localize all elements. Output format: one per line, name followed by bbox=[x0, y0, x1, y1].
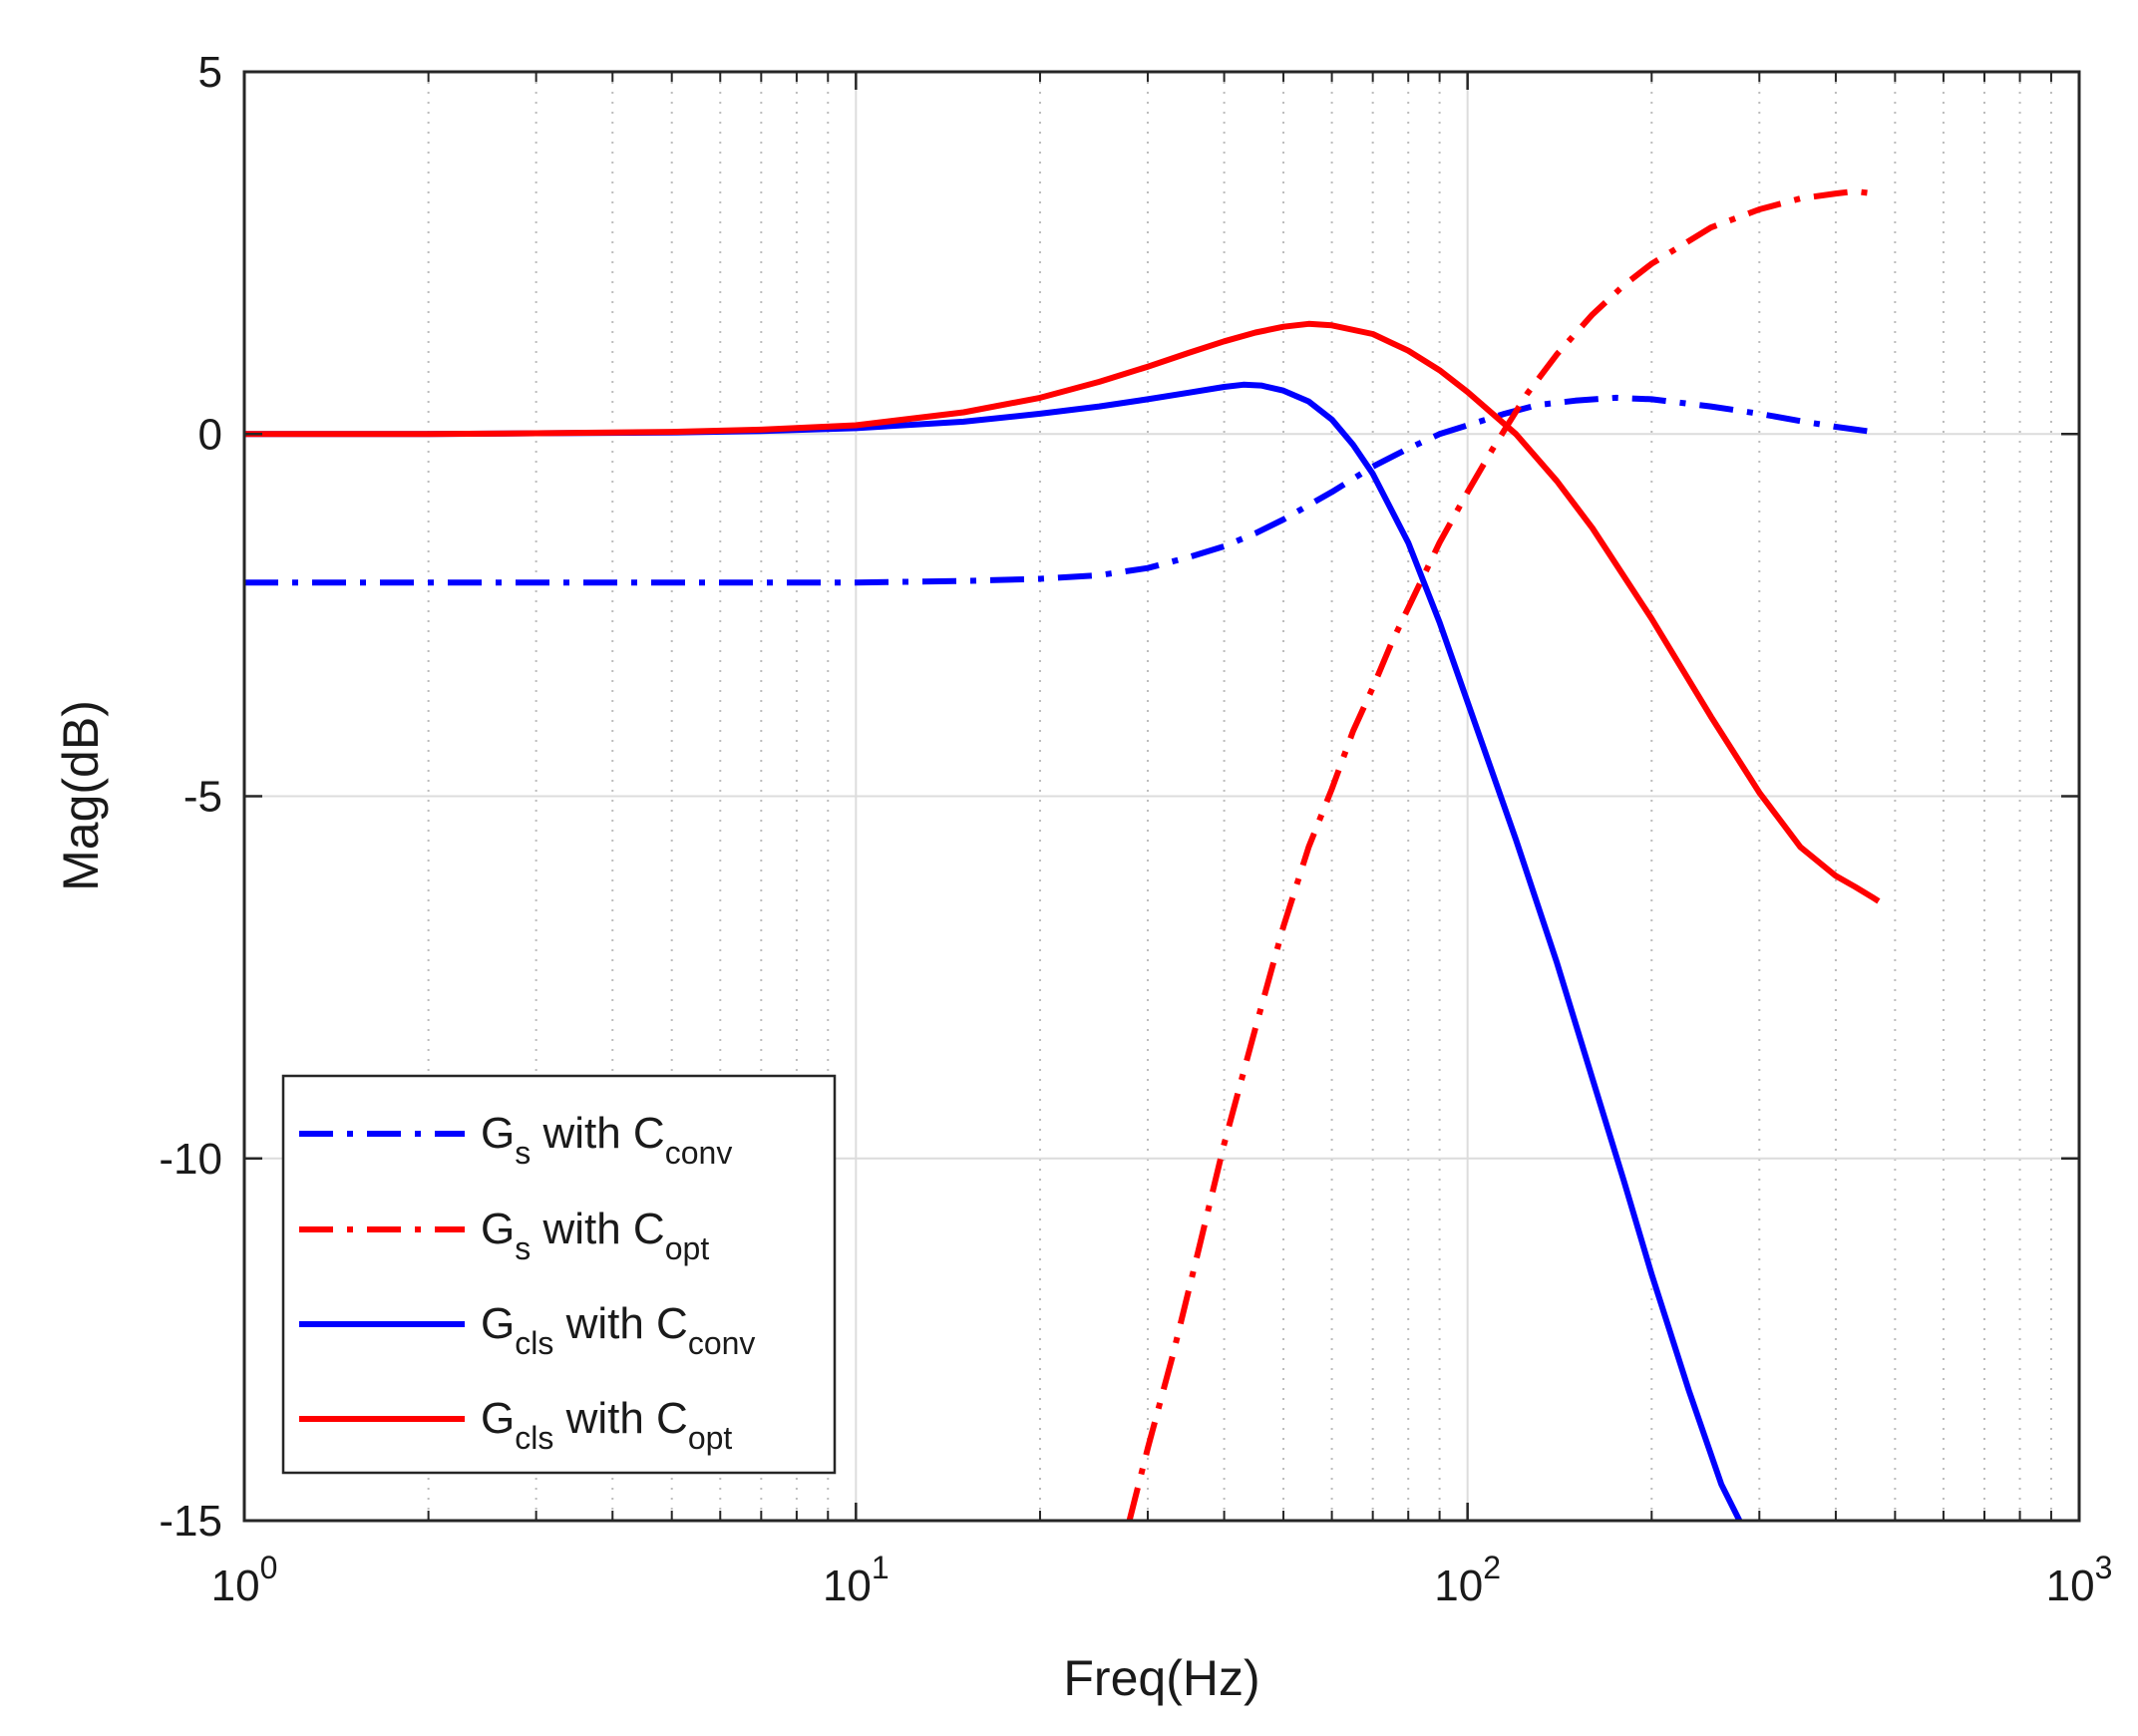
y-tick-label: -5 bbox=[183, 773, 222, 822]
series-line-2 bbox=[1126, 187, 1874, 1521]
series-line-4 bbox=[244, 320, 1881, 904]
legend-label-2: Gs with Copt bbox=[481, 1205, 709, 1266]
x-axis-label: Freq(Hz) bbox=[1063, 1650, 1259, 1706]
legend-subscript: s bbox=[515, 1135, 531, 1171]
y-tick-label: -10 bbox=[159, 1135, 222, 1184]
legend-text-part: with C bbox=[553, 1394, 687, 1443]
x-tick-label-exponent: 2 bbox=[1483, 1550, 1501, 1585]
legend-text-part: with C bbox=[531, 1205, 664, 1253]
x-tick-label-exponent: 0 bbox=[260, 1550, 278, 1585]
legend-label-3: Gcls with Cconv bbox=[481, 1299, 755, 1361]
x-tick-label: 103 bbox=[2046, 1550, 2113, 1610]
legend-subscript: cls bbox=[515, 1325, 553, 1361]
x-tick-label-exponent: 1 bbox=[872, 1550, 890, 1585]
legend-subscript: opt bbox=[665, 1230, 710, 1266]
legend-subscript: cls bbox=[515, 1420, 553, 1456]
x-tick-label: 100 bbox=[211, 1550, 278, 1610]
x-tick-label: 101 bbox=[823, 1550, 890, 1610]
y-tick-label: 5 bbox=[198, 48, 222, 97]
y-tick-label: 0 bbox=[198, 410, 222, 459]
legend-text-part: G bbox=[481, 1109, 515, 1158]
legend-text-part: with C bbox=[553, 1299, 687, 1348]
x-tick-label-base: 10 bbox=[823, 1562, 872, 1610]
legend-text-part: G bbox=[481, 1394, 515, 1443]
legend-text-part: with C bbox=[531, 1109, 664, 1158]
axis-ticks bbox=[242, 70, 2081, 1523]
legend-text-part: G bbox=[481, 1299, 515, 1348]
series-group bbox=[244, 187, 1881, 1521]
legend-subscript: conv bbox=[665, 1135, 733, 1171]
x-tick-label: 102 bbox=[1434, 1550, 1501, 1610]
x-tick-label-exponent: 3 bbox=[2095, 1550, 2113, 1585]
y-axis-label: Mag(dB) bbox=[53, 700, 109, 891]
legend-subscript: conv bbox=[688, 1325, 756, 1361]
legend-label-4: Gcls with Copt bbox=[481, 1394, 732, 1456]
y-tick-label: -15 bbox=[159, 1497, 222, 1546]
legend-label-1: Gs with Cconv bbox=[481, 1109, 732, 1171]
legend-subscript: s bbox=[515, 1230, 531, 1266]
x-tick-label-base: 10 bbox=[2046, 1562, 2095, 1610]
x-tick-label-base: 10 bbox=[211, 1562, 260, 1610]
x-tick-label-base: 10 bbox=[1434, 1562, 1483, 1610]
legend-text-part: G bbox=[481, 1205, 515, 1253]
legend-subscript: opt bbox=[688, 1420, 733, 1456]
legend-box bbox=[281, 1074, 837, 1475]
